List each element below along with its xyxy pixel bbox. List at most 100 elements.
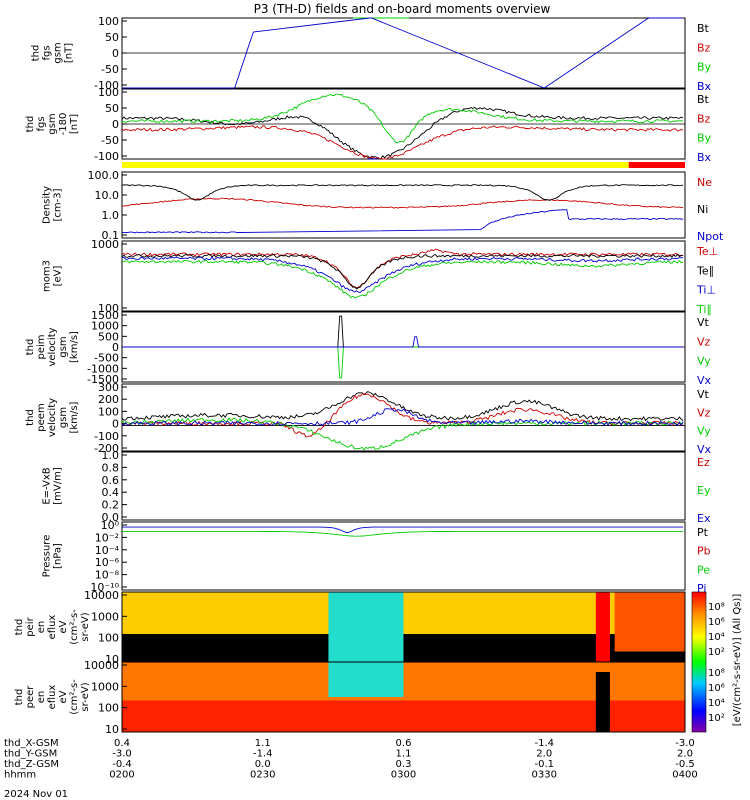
y-axis-label: thd <box>14 689 25 706</box>
y-tick-label: 0.4 <box>102 486 120 499</box>
y-tick-label: 10000 <box>84 659 119 672</box>
y-tick-label: 0 <box>112 418 119 431</box>
y-axis-label: peem <box>36 403 47 431</box>
y-tick-label: 10⁻⁶ <box>95 556 120 569</box>
y-axis-label: [mV/m] <box>53 467 64 505</box>
spectrogram-dark <box>595 672 610 732</box>
y-tick-label: 10000 <box>84 589 119 602</box>
legend-entry: Ni <box>697 203 708 216</box>
y-tick-label: 1000 <box>91 610 119 623</box>
y-axis-label: en <box>36 621 47 634</box>
y-tick-label: 0.1 <box>102 229 120 242</box>
x-tick-label: 0300 <box>391 770 416 781</box>
panel-frame <box>121 240 686 312</box>
panel-frame <box>121 383 686 452</box>
plot-title: P3 (TH-D) fields and on-board moments ov… <box>254 2 551 16</box>
y-tick-label: 50 <box>105 102 119 115</box>
colorbar-tick-label: 10⁶ <box>708 617 725 628</box>
date-label: 2024 Nov 01 <box>4 789 68 800</box>
x-tick-label: 0200 <box>109 770 134 781</box>
y-tick-label: 1500 <box>91 309 119 322</box>
y-axis-label: gsm <box>58 407 69 428</box>
x-row-label: thd_Z-GSM <box>4 759 59 770</box>
y-axis-label: en <box>36 691 47 704</box>
panel-frame <box>121 521 686 591</box>
colorbar-tick-label: 10⁸ <box>708 668 725 679</box>
legend-entry: Pe <box>697 563 710 576</box>
y-axis-label: -180 <box>58 113 69 136</box>
spectrogram-red <box>595 592 610 662</box>
y-tick-label: 10 <box>105 723 119 736</box>
y-axis-label: thd <box>31 45 42 62</box>
y-tick-label: 100 <box>98 86 119 99</box>
y-tick-label: 0.0 <box>102 511 120 524</box>
y-tick-label: 0.2 <box>102 499 120 512</box>
x-tick-label: -0.1 <box>534 759 554 770</box>
legend-entry: Vy <box>697 355 711 368</box>
y-axis-label: gsm <box>53 42 64 63</box>
x-tick-label: 0.0 <box>255 759 271 770</box>
y-tick-label: -1000 <box>87 362 119 375</box>
legend-entry: Pb <box>697 545 711 558</box>
x-tick-label: 1.1 <box>255 738 271 749</box>
colorbar-tick-label: 10⁴ <box>708 632 725 643</box>
series-line-Pe <box>122 530 684 537</box>
y-tick-label: 0.8 <box>102 461 120 474</box>
legend-entry: Ey <box>697 484 711 497</box>
x-tick-label: -0.4 <box>112 759 132 770</box>
colorbar-gradient <box>691 591 707 733</box>
y-axis-label: velocity <box>47 327 58 366</box>
legend-entry: By <box>697 132 712 145</box>
y-axis-label: eV <box>58 690 69 703</box>
series-line-Bx <box>122 17 684 89</box>
panel-7: 1.00.80.60.40.20.0 E=-VxB [mV/m] Ez Ey Ex <box>42 449 711 525</box>
legend-entry: Ti⊥ <box>696 284 716 297</box>
x-row-label: hhmm <box>4 770 36 781</box>
x-tick-label: 2.0 <box>677 749 693 760</box>
y-tick-label: -100 <box>94 79 119 92</box>
panel-4: 1000 100 mom3 [eV] Te⊥ Te∥ Ti⊥ Ti∥ <box>42 238 719 316</box>
x-tick-label: 1.1 <box>396 749 412 760</box>
y-tick-label: 1000 <box>91 320 119 333</box>
x-row-label: thd_Y-GSM <box>4 749 57 760</box>
y-tick-label: -100 <box>94 430 119 443</box>
legend-entry: Ti∥ <box>696 303 712 316</box>
legend-entry: Vt <box>697 316 710 329</box>
legend-entry: Npot <box>697 230 724 243</box>
y-tick-label: 1.0 <box>102 209 120 222</box>
x-tick-label: -3.0 <box>675 738 695 749</box>
y-tick-label: 1.0 <box>102 449 120 462</box>
y-axis-label: (cm²-s- <box>69 609 80 645</box>
series-line-Vx <box>122 336 684 348</box>
y-tick-label: -1500 <box>87 373 119 386</box>
y-tick-label: 1000 <box>91 680 119 693</box>
y-axis-label: gsm <box>58 336 69 357</box>
y-axis-label: mom3 <box>42 260 53 292</box>
panel-1: 100 50 0 -50 -100 thd fgs gsm [nT] Bt Bz By Bx <box>31 15 712 93</box>
y-tick-label: 100 <box>98 702 119 715</box>
status-bar <box>122 162 685 168</box>
y-tick-label: 200 <box>98 393 119 406</box>
panel-3: 100.0 10.0 1.0 0.1 Density [cm-3] Ne Ni Npot <box>42 169 724 243</box>
colorbar-tick-label: 10⁶ <box>708 683 725 694</box>
series-line-Ne <box>121 197 684 209</box>
series-line-Vy <box>122 346 684 379</box>
y-axis-label: [nPa] <box>53 543 64 569</box>
y-tick-label: -500 <box>94 352 119 365</box>
y-tick-label: 1000 <box>91 238 119 251</box>
y-axis-label: E=-VxB <box>42 467 53 504</box>
x-tick-label: 0.3 <box>396 759 412 770</box>
legend-entry: Bz <box>697 41 711 54</box>
legend-entry: Vt <box>697 388 710 401</box>
legend-entry: Ez <box>697 456 710 469</box>
legend-entry: Pi <box>697 582 706 595</box>
y-axis-label: [eV] <box>53 266 64 287</box>
y-axis-label: thd <box>25 409 36 426</box>
legend-entry: Pt <box>697 526 709 539</box>
spectrogram-tail <box>614 592 685 652</box>
y-axis-label: thd <box>25 339 36 356</box>
